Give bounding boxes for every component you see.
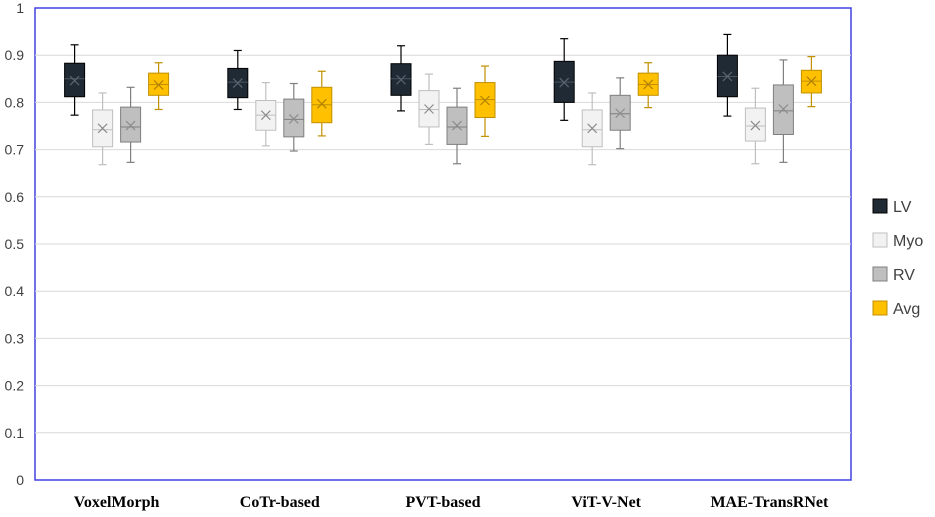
- legend-swatch-myo: [872, 232, 888, 248]
- mean-marker: [260, 110, 271, 121]
- mean-marker: [69, 75, 80, 86]
- box-avg: [311, 70, 333, 137]
- box-lv: [390, 45, 412, 112]
- box-myo: [255, 81, 277, 147]
- y-tick-label: 0.8: [5, 94, 25, 110]
- legend-swatch-lv: [872, 198, 888, 214]
- box-rv: [283, 82, 305, 152]
- box-avg: [148, 62, 170, 111]
- box-myo: [581, 92, 603, 166]
- x-category-label: ViT-V-Net: [571, 494, 641, 511]
- mean-marker: [97, 123, 108, 134]
- iqr-box: [120, 106, 142, 143]
- mean-marker: [396, 74, 406, 85]
- box-rv: [446, 87, 468, 165]
- legend: LV Myo RV Avg: [872, 198, 923, 318]
- box-lv: [553, 38, 575, 121]
- box-avg: [800, 56, 822, 108]
- mean-marker: [722, 71, 733, 82]
- legend-label: Myo: [893, 233, 923, 250]
- mean-marker: [615, 108, 626, 119]
- legend-label: LV: [893, 199, 912, 216]
- mean-marker: [452, 120, 462, 131]
- box-lv: [716, 33, 738, 117]
- mean-marker: [125, 120, 136, 131]
- box-rv: [609, 77, 631, 150]
- mean-marker: [559, 77, 570, 88]
- mean-marker: [316, 98, 327, 109]
- legend-label: Avg: [893, 301, 920, 318]
- box-avg: [637, 62, 659, 109]
- y-tick-label: 0.3: [5, 330, 25, 346]
- y-tick-label: 0.6: [5, 189, 25, 205]
- mean-marker: [480, 95, 490, 106]
- mean-marker: [806, 76, 817, 87]
- mean-marker: [232, 78, 243, 88]
- mean-marker: [153, 80, 164, 90]
- box-rv: [120, 86, 142, 163]
- y-axis-ticks: 0 0.1 0.2 0.3 0.4 0.5 0.6 0.7 0.8 0.9 1: [5, 0, 25, 488]
- box-myo: [92, 92, 114, 166]
- legend-swatch-avg: [872, 300, 888, 316]
- y-tick-label: 0.7: [5, 142, 25, 158]
- box-myo: [744, 87, 766, 165]
- mean-marker: [643, 79, 654, 90]
- box-avg: [474, 65, 496, 137]
- y-tick-label: 0.2: [5, 378, 25, 394]
- x-axis-categories: VoxelMorph CoTr-based PVT-based ViT-V-Net MA…: [74, 494, 829, 511]
- box-series: [64, 33, 822, 166]
- y-tick-label: 1: [16, 0, 24, 16]
- mean-marker: [288, 113, 299, 124]
- y-tick-label: 0.1: [5, 425, 25, 441]
- y-tick-label: 0.4: [5, 283, 25, 299]
- iqr-box: [744, 107, 766, 142]
- mean-marker: [587, 123, 598, 134]
- box-lv: [64, 44, 86, 116]
- legend-label: RV: [893, 267, 915, 284]
- box-rv: [772, 59, 794, 163]
- mean-marker: [424, 104, 434, 114]
- legend-swatch-rv: [872, 266, 888, 282]
- y-tick-label: 0.5: [5, 236, 25, 252]
- gridlines: [35, 54, 851, 434]
- box-lv: [227, 49, 249, 111]
- x-category-label: PVT-based: [406, 494, 481, 511]
- iqr-box: [283, 98, 305, 138]
- mean-marker: [750, 120, 761, 131]
- y-tick-label: 0: [16, 472, 24, 488]
- mean-marker: [778, 104, 789, 114]
- x-category-label: VoxelMorph: [74, 494, 160, 511]
- x-category-label: MAE-TransRNet: [710, 494, 829, 511]
- y-tick-label: 0.9: [5, 47, 25, 63]
- box-myo: [418, 73, 440, 146]
- x-category-label: CoTr-based: [240, 494, 320, 511]
